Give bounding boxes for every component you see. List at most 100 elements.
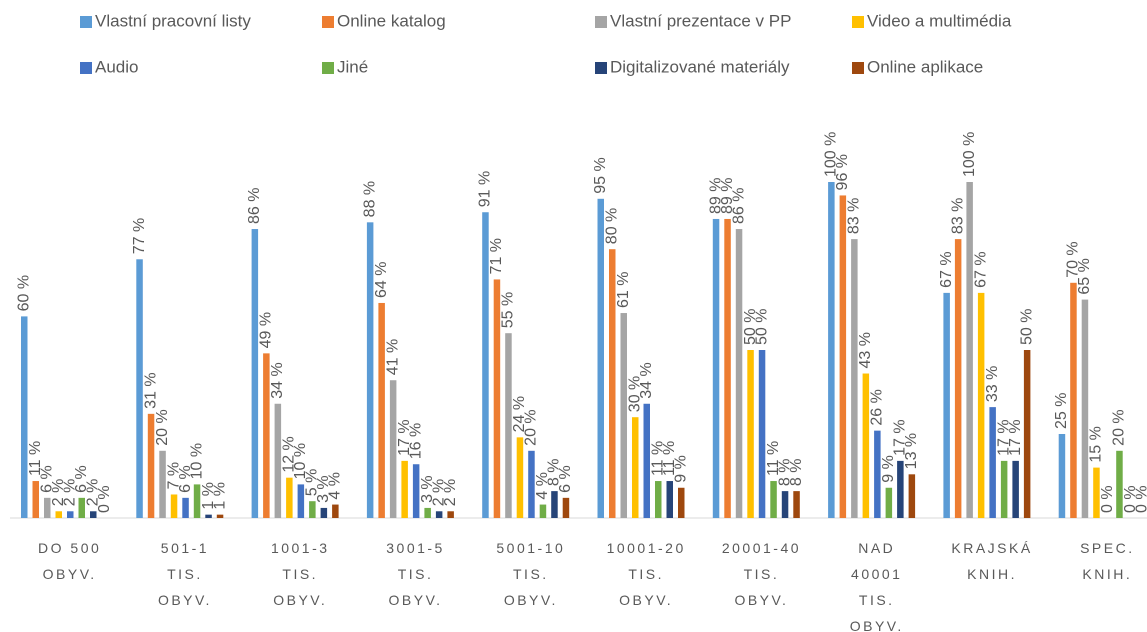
value-label: 70 % xyxy=(1065,241,1082,277)
legend-label: Vlastní pracovní listy xyxy=(95,11,251,30)
bar xyxy=(943,292,950,518)
bar xyxy=(528,450,535,518)
value-label: 64 % xyxy=(373,261,390,297)
legend-swatch xyxy=(80,16,92,28)
value-label: 8 % xyxy=(776,459,793,487)
legend-label: Digitalizované materiály xyxy=(610,57,790,76)
legend-swatch xyxy=(595,62,607,74)
bar xyxy=(182,497,189,518)
value-label: 89 % xyxy=(719,177,736,213)
legend-swatch xyxy=(322,62,334,74)
legend-label: Video a multimédia xyxy=(867,11,1012,30)
x-tick-label: 5001-10 TIS. OBYV. xyxy=(496,540,565,608)
value-label: 17 % xyxy=(995,419,1012,455)
bar xyxy=(712,218,720,518)
bar xyxy=(1116,450,1123,518)
bar xyxy=(435,511,443,518)
bar xyxy=(412,464,420,518)
bar xyxy=(389,380,397,518)
bar xyxy=(332,504,339,518)
value-label: 8 % xyxy=(546,459,563,487)
bar xyxy=(90,511,97,518)
bar xyxy=(505,333,512,518)
legend-swatch xyxy=(595,16,607,28)
value-label: 11 % xyxy=(765,441,782,476)
bar xyxy=(966,182,973,518)
value-label: 86 % xyxy=(246,188,263,224)
bar xyxy=(251,229,259,519)
value-label: 2 % xyxy=(430,479,447,507)
x-tick-label: NAD 40001 TIS. OBYV. xyxy=(850,540,904,632)
value-label: 13 % xyxy=(903,433,920,469)
bar xyxy=(55,511,62,518)
value-label: 0 % xyxy=(96,485,113,513)
bar xyxy=(286,477,293,518)
value-label: 50 % xyxy=(1018,309,1035,345)
bar xyxy=(908,474,916,518)
bar xyxy=(1023,350,1031,518)
bar xyxy=(67,511,74,518)
value-label: 30 % xyxy=(626,376,643,412)
bar xyxy=(551,491,558,518)
value-label: 3 % xyxy=(419,475,436,503)
bar xyxy=(1081,299,1089,518)
value-label: 86 % xyxy=(730,188,747,224)
value-label: 8 % xyxy=(788,459,805,487)
bar xyxy=(32,481,39,518)
value-label: 9 % xyxy=(880,455,897,483)
value-label: 26 % xyxy=(869,389,886,425)
bar xyxy=(193,484,201,518)
value-label: 11 % xyxy=(661,441,678,476)
value-label: 65 % xyxy=(1076,258,1093,294)
value-label: 4 % xyxy=(327,472,344,500)
bar xyxy=(620,313,627,518)
value-label: 71 % xyxy=(488,238,505,274)
value-label: 25 % xyxy=(1053,393,1070,429)
value-label: 83 % xyxy=(949,198,966,234)
value-label: 1 % xyxy=(211,482,228,510)
legend-label: Online aplikace xyxy=(867,57,983,76)
value-label: 1 % xyxy=(200,482,217,510)
value-label: 0 % xyxy=(1134,485,1147,513)
value-label: 3 % xyxy=(315,475,332,503)
value-label: 61 % xyxy=(615,272,632,308)
legend-swatch xyxy=(322,16,334,28)
x-tick-label: KRAJSKÁ KNIH. xyxy=(951,540,1032,582)
bar xyxy=(1070,282,1077,518)
bar xyxy=(885,487,893,518)
bar xyxy=(632,417,639,518)
bar xyxy=(609,249,616,518)
value-label: 67 % xyxy=(938,251,955,287)
value-label: 6 % xyxy=(557,465,574,493)
value-label: 60 % xyxy=(15,275,32,311)
bar xyxy=(793,491,800,518)
value-label: 2 % xyxy=(84,479,101,507)
legend-label: Online katalog xyxy=(337,11,446,30)
bar xyxy=(516,437,524,518)
bar xyxy=(977,292,985,518)
value-label: 17 % xyxy=(892,419,909,455)
value-label: 6 % xyxy=(177,465,194,493)
value-label: 33 % xyxy=(984,366,1001,402)
x-tick-label: 3001-5 TIS. OBYV. xyxy=(386,540,445,608)
value-label: 2 % xyxy=(61,479,78,507)
value-label: 31 % xyxy=(142,372,159,408)
bar xyxy=(758,350,766,518)
bar xyxy=(136,259,143,518)
value-label: 55 % xyxy=(500,292,517,328)
value-label: 43 % xyxy=(857,332,874,368)
value-label: 15 % xyxy=(1088,426,1105,462)
value-label: 80 % xyxy=(603,208,620,244)
bar xyxy=(724,218,731,518)
bar xyxy=(78,497,85,518)
bar xyxy=(147,413,155,518)
value-label: 12 % xyxy=(281,436,298,472)
bar xyxy=(643,403,650,518)
value-label: 17 % xyxy=(1007,419,1024,455)
value-label: 88 % xyxy=(361,181,378,217)
bar xyxy=(828,182,835,518)
bar xyxy=(482,212,489,519)
bar xyxy=(424,507,431,518)
bar xyxy=(770,481,777,518)
